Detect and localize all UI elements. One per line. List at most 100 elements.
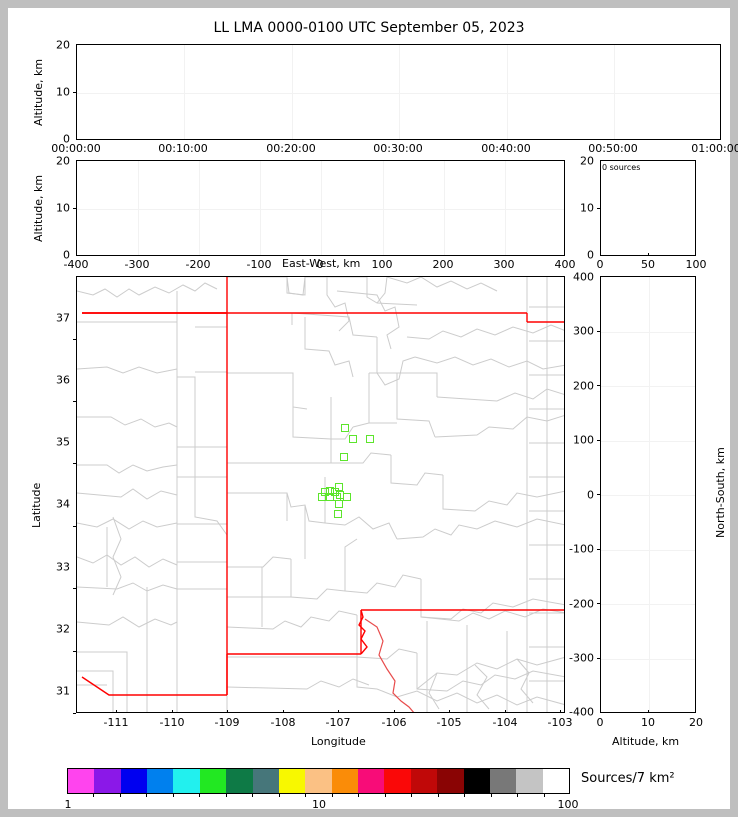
tick-label: -200 bbox=[569, 597, 594, 611]
gridline bbox=[321, 161, 322, 255]
axis-tick bbox=[73, 208, 76, 209]
tick-label: 0 bbox=[587, 488, 594, 502]
tick-label: 34 bbox=[56, 497, 70, 511]
gridline bbox=[601, 550, 695, 551]
colorbar-tick bbox=[490, 794, 492, 797]
tick-label: 00:00:00 bbox=[51, 142, 101, 155]
tick-label: -300 bbox=[569, 651, 594, 665]
tick-label: 100 bbox=[573, 433, 594, 447]
colorbar-segment bbox=[331, 769, 359, 793]
tick-label: 300 bbox=[573, 324, 594, 338]
tick-label: 20 bbox=[56, 38, 70, 52]
tick-label: 10 bbox=[56, 201, 70, 215]
tick-label: 0 bbox=[63, 248, 70, 262]
source-marker bbox=[340, 424, 349, 433]
colorbar-segment bbox=[94, 769, 121, 793]
axis-tick bbox=[597, 208, 600, 209]
source-marker bbox=[343, 493, 352, 502]
tick-label: 0 bbox=[596, 258, 604, 271]
source-marker bbox=[334, 509, 343, 518]
axis-tick bbox=[560, 710, 561, 713]
tick-label: 00:50:00 bbox=[588, 142, 638, 155]
tick-label: 50 bbox=[641, 258, 655, 271]
tick-label: 01:00:00 bbox=[691, 142, 738, 155]
axis-tick bbox=[172, 710, 173, 713]
tick-label: -400 bbox=[63, 258, 89, 271]
colorbar-tick-label: 100 bbox=[557, 798, 579, 811]
colorbar-segment bbox=[120, 769, 148, 793]
gridline bbox=[184, 45, 185, 139]
colorbar-tick bbox=[252, 794, 254, 797]
tick-label: 20 bbox=[580, 154, 594, 168]
tick-label: -300 bbox=[124, 258, 150, 271]
tick-label: 0 bbox=[316, 258, 324, 271]
tick-label: -107 bbox=[325, 716, 351, 729]
colorbar-segment bbox=[68, 769, 95, 793]
tick-label: -100 bbox=[569, 542, 594, 556]
gridline bbox=[77, 209, 564, 210]
gridline bbox=[383, 161, 384, 255]
gridline bbox=[601, 604, 695, 605]
gridline bbox=[292, 45, 293, 139]
colorbar-tick bbox=[384, 794, 386, 797]
axis-label-north-south: North-South, km bbox=[714, 447, 727, 538]
source-marker bbox=[339, 453, 348, 462]
colorbar-tick bbox=[331, 794, 333, 797]
source-marker bbox=[333, 493, 342, 502]
tick-label: 00:40:00 bbox=[481, 142, 531, 155]
colorbar-segment bbox=[384, 769, 411, 793]
tick-label: 0 bbox=[587, 248, 594, 262]
colorbar-tick bbox=[517, 794, 519, 797]
tick-label: -100 bbox=[246, 258, 272, 271]
axis-tick bbox=[338, 710, 339, 713]
time-height-panel bbox=[76, 44, 721, 140]
colorbar-tick-label: 1 bbox=[64, 798, 72, 811]
axis-tick bbox=[283, 710, 284, 713]
tick-label: -108 bbox=[270, 716, 296, 729]
axis-tick bbox=[597, 494, 600, 495]
tick-label: 200 bbox=[432, 258, 454, 271]
plan-view-map-panel[interactable] bbox=[76, 276, 565, 713]
axis-tick bbox=[73, 92, 76, 93]
source-marker bbox=[365, 435, 374, 444]
axis-tick bbox=[597, 603, 600, 604]
colorbar-segment bbox=[516, 769, 543, 793]
colorbar-tick bbox=[543, 794, 545, 797]
axis-tick bbox=[394, 710, 395, 713]
colorbar-tick bbox=[146, 794, 148, 797]
axis-tick bbox=[73, 713, 76, 714]
colorbar-tick-label: 10 bbox=[312, 798, 326, 811]
source-marker bbox=[331, 488, 340, 497]
axis-label-altitude-ew: Altitude, km bbox=[32, 174, 45, 242]
axis-tick bbox=[597, 440, 600, 441]
axis-tick bbox=[73, 588, 76, 589]
axis-tick bbox=[597, 331, 600, 332]
tick-label: 0 bbox=[596, 716, 604, 729]
axis-label-east-west: East-West, km bbox=[282, 257, 361, 270]
gridline bbox=[601, 441, 695, 442]
gridline bbox=[601, 495, 695, 496]
east-west-height-panel bbox=[76, 160, 565, 256]
tick-label: -106 bbox=[381, 716, 407, 729]
axis-tick bbox=[73, 463, 76, 464]
colorbar-tick bbox=[93, 794, 95, 797]
tick-label: -110 bbox=[159, 716, 185, 729]
colorbar-tick bbox=[119, 794, 121, 797]
colorbar-segment bbox=[437, 769, 464, 793]
axis-label-longitude: Longitude bbox=[311, 735, 366, 748]
colorbar-tick bbox=[199, 794, 201, 797]
colorbar-segment bbox=[278, 769, 306, 793]
tick-label: 400 bbox=[554, 258, 576, 271]
page-title: LL LMA 0000-0100 UTC September 05, 2023 bbox=[213, 20, 525, 36]
tick-label: 10 bbox=[641, 716, 655, 729]
colorbar-frame[interactable] bbox=[67, 768, 570, 794]
tick-label: 20 bbox=[689, 716, 703, 729]
axis-label-altitude-ns: Altitude, km bbox=[612, 735, 680, 748]
north-south-altitude-panel bbox=[600, 276, 696, 713]
tick-label: 20 bbox=[56, 154, 70, 168]
gridline bbox=[601, 386, 695, 387]
axis-tick bbox=[227, 710, 228, 713]
tick-label: -104 bbox=[492, 716, 518, 729]
tick-label: 37 bbox=[56, 311, 70, 325]
colorbar-segment bbox=[173, 769, 200, 793]
